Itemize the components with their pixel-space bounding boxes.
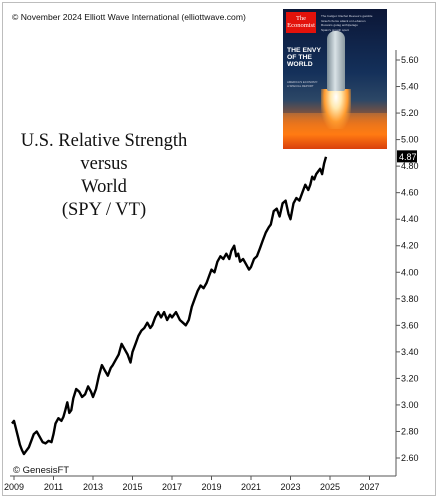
y-tick-label: 3.00 — [401, 400, 419, 410]
y-tick-label: 4.40 — [401, 214, 419, 224]
last-value-box — [397, 150, 417, 163]
y-tick-label: 3.60 — [401, 320, 419, 330]
chart-title-line-1: U.S. Relative Strength — [20, 131, 188, 151]
y-tick-label: 3.20 — [401, 373, 419, 383]
x-tick-label: 2027 — [359, 482, 379, 492]
y-tick-label: 4.00 — [401, 267, 419, 277]
chart-title-line-3: World — [81, 177, 127, 197]
chart-title-line-4: (SPY / VT) — [61, 200, 147, 220]
y-tick-label: 2.60 — [401, 453, 419, 463]
economist-cover-image: The Economist The budget: Rachel Reeves'… — [283, 9, 387, 149]
x-tick-label: 2023 — [280, 482, 300, 492]
x-tick-label: 2013 — [83, 482, 103, 492]
cover-teaser: Russia's gulag archipelago — [321, 23, 358, 28]
y-tick-label: 2.80 — [401, 426, 419, 436]
series-line-spy-vt — [11, 156, 328, 456]
y-tick-label: 5.00 — [401, 135, 419, 145]
source-credit: © GenesisFT — [13, 465, 70, 476]
y-tick-label: 5.60 — [401, 55, 419, 65]
x-tick-label: 2011 — [44, 482, 63, 492]
y-tick-label: 4.80 — [401, 161, 419, 171]
cover-rocket-flame — [321, 89, 351, 129]
y-tick-label: 3.80 — [401, 294, 419, 304]
y-tick-label: 5.20 — [401, 108, 419, 118]
y-tick-label: 3.40 — [401, 347, 419, 357]
x-tick-label: 2019 — [201, 482, 221, 492]
cover-teasers: The budget: Rachel Reeves's gamble Israe… — [321, 14, 383, 32]
copyright-text: © November 2024 Elliott Wave Internation… — [12, 12, 246, 22]
last-value-label: 4.87 — [399, 152, 417, 162]
cover-headline: THE ENVY OF THE WORLD — [287, 47, 321, 68]
x-axis: 2009 2011 2013 2015 2017 2019 2021 2023 2025 2027 — [4, 476, 380, 492]
y-axis: 2.60 2.80 3.00 3.20 3.40 3.60 3.80 4.00 4.20 4.40… — [396, 55, 419, 463]
x-tick-label: 2015 — [122, 482, 142, 492]
y-tick-label: 5.40 — [401, 82, 419, 92]
cover-teaser: Spain's growth spurt — [321, 27, 349, 32]
cover-teaser: Israel's fierce attack on Lebanon — [321, 18, 366, 23]
x-tick-label: 2025 — [320, 482, 340, 492]
economist-logo: The Economist — [286, 12, 316, 33]
chart-title-line-2: versus — [80, 154, 128, 174]
x-tick-label: 2017 — [162, 482, 182, 492]
x-tick-label: 2009 — [4, 482, 24, 492]
economist-logo-line-2: Economist — [287, 22, 315, 29]
economist-logo-line-1: The — [295, 15, 307, 22]
x-tick-label: 2021 — [241, 482, 261, 492]
cover-tagline: AMERICA'S ECONOMY: A SPECIAL REPORT — [287, 80, 318, 88]
cover-teaser: The budget: Rachel Reeves's gamble — [321, 14, 373, 18]
y-tick-label: 4.60 — [401, 188, 419, 198]
y-tick-label: 4.20 — [401, 241, 419, 251]
cover-rocket — [327, 31, 345, 91]
